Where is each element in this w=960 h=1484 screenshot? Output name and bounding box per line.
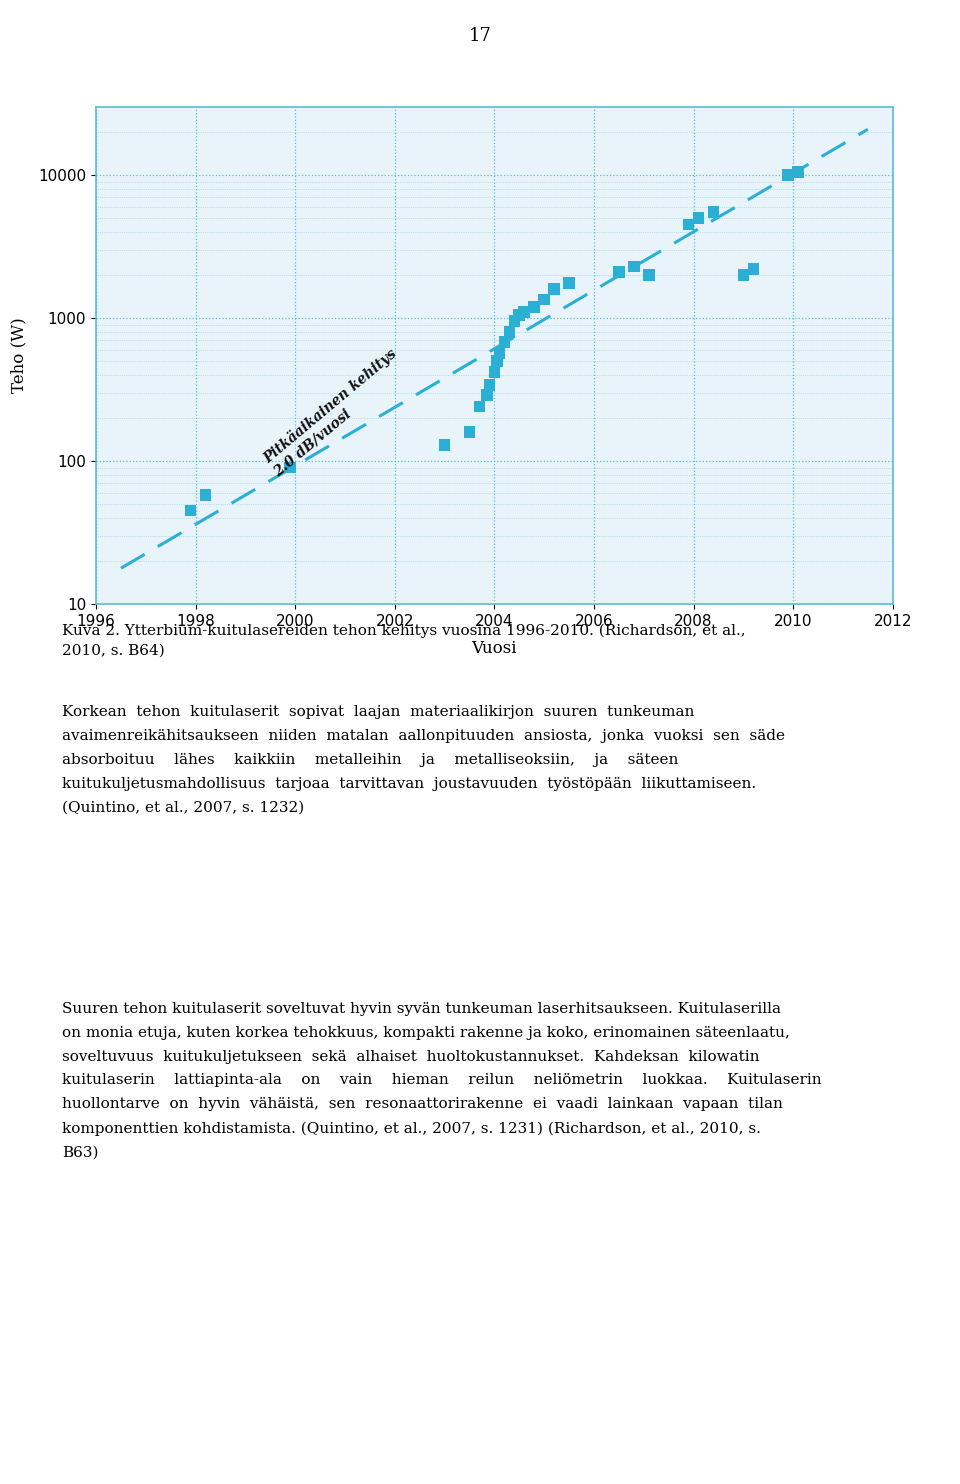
Point bbox=[496, 329, 512, 353]
Text: Pitkäaikainen kehitys
2.0 dB/vuosi: Pitkäaikainen kehitys 2.0 dB/vuosi bbox=[260, 346, 410, 479]
Point bbox=[198, 482, 213, 506]
Text: Suuren tehon kuitulaserit soveltuvat hyvin syvän tunkeuman laserhitsaukseen. Kui: Suuren tehon kuitulaserit soveltuvat hyv… bbox=[62, 1002, 822, 1160]
Point bbox=[502, 321, 517, 344]
Point bbox=[479, 383, 494, 407]
Point bbox=[183, 499, 199, 522]
Point bbox=[462, 420, 477, 444]
Point bbox=[562, 272, 577, 295]
Point bbox=[482, 372, 497, 396]
Point bbox=[612, 260, 627, 283]
Text: 17: 17 bbox=[468, 27, 492, 45]
Point bbox=[780, 163, 796, 187]
Point bbox=[492, 341, 507, 365]
Point bbox=[282, 456, 298, 479]
Point bbox=[527, 295, 542, 319]
Point bbox=[691, 206, 707, 230]
Point bbox=[507, 309, 522, 332]
Point bbox=[626, 254, 641, 278]
Point bbox=[487, 361, 502, 384]
Y-axis label: Teho (W): Teho (W) bbox=[10, 318, 27, 393]
Text: Korkean  tehon  kuitulaserit  sopivat  laajan  materiaalikirjon  suuren  tunkeum: Korkean tehon kuitulaserit sopivat laaja… bbox=[62, 705, 785, 815]
Point bbox=[681, 212, 696, 236]
Point bbox=[790, 160, 805, 184]
Point bbox=[516, 300, 532, 324]
Point bbox=[490, 349, 505, 372]
Point bbox=[512, 303, 527, 326]
Point bbox=[746, 257, 761, 280]
Point bbox=[641, 263, 657, 286]
Point bbox=[437, 433, 452, 457]
Point bbox=[706, 200, 721, 224]
Point bbox=[537, 288, 552, 312]
Point bbox=[471, 395, 487, 418]
Text: Kuva 2. Ytterbium-kuitulasereiden tehon kehitys vuosina 1996-2010. (Richardson, : Kuva 2. Ytterbium-kuitulasereiden tehon … bbox=[62, 623, 746, 657]
Point bbox=[735, 263, 751, 286]
X-axis label: Vuosi: Vuosi bbox=[471, 640, 517, 657]
Point bbox=[546, 278, 562, 301]
